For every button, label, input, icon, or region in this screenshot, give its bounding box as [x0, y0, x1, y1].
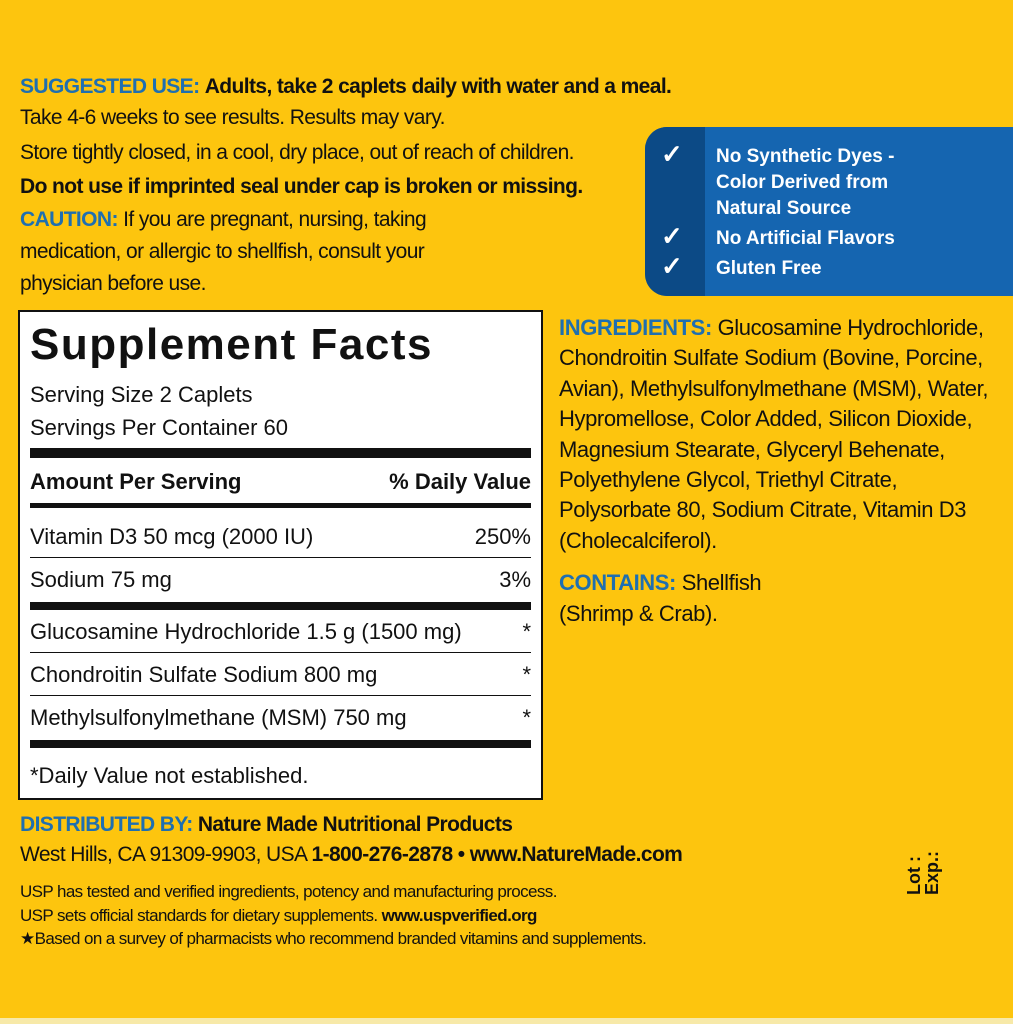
seal-warning: Do not use if imprinted seal under cap i…	[20, 175, 583, 198]
badge-check-column	[645, 127, 705, 296]
nutrient-name: Chondroitin Sulfate Sodium 800 mg	[30, 662, 378, 687]
lot-label: Lot :	[904, 856, 924, 895]
facts-footnote: *Daily Value not established.	[30, 763, 309, 788]
suggested-use-label: SUGGESTED USE:	[20, 75, 200, 98]
thick-rule	[30, 740, 531, 748]
nutrient-name: Sodium 75 mg	[30, 567, 172, 592]
exp-label: Exp.:	[922, 850, 942, 895]
nutrient-dv: *	[522, 662, 531, 687]
facts-header: Amount Per Serving % Daily Value	[30, 469, 531, 495]
distributor-phone-web: 1-800-276-2878 • www.NatureMade.com	[311, 843, 683, 866]
claim-no-artificial-flavors: No Artificial Flavors	[716, 228, 895, 249]
usp-line-1: USP has tested and verified ingredients,…	[20, 882, 557, 901]
contains-block: CONTAINS: Shellfish (Shrimp & Crab).	[559, 568, 839, 629]
thick-rule	[30, 448, 531, 458]
nutrient-dv: 3%	[499, 567, 531, 592]
facts-title: Supplement Facts	[30, 320, 433, 369]
servings-per-container: Servings Per Container 60	[30, 415, 289, 440]
caution-text: If you are pregnant, nursing, taking	[123, 208, 427, 231]
medium-rule	[30, 503, 531, 508]
claim-line: Color Derived from	[716, 172, 889, 193]
ingredients-block: INGREDIENTS: Glucosamine Hydrochloride, …	[559, 313, 999, 556]
ingredients-label: INGREDIENTS:	[559, 315, 712, 340]
caution-label: CAUTION:	[20, 208, 118, 231]
thin-rule	[30, 695, 531, 696]
serving-size: Serving Size 2 Caplets	[30, 382, 253, 407]
nutrient-dv: *	[522, 619, 531, 644]
distributor-address: West Hills, CA 91309-9903, USA	[20, 843, 312, 866]
claim-no-synthetic-dyes: No Synthetic Dyes - Color Derived from N…	[716, 144, 894, 222]
usp-line-2: USP sets official standards for dietary …	[20, 906, 537, 926]
suggested-use: SUGGESTED USE: Adults, take 2 caplets da…	[20, 75, 672, 99]
caution-text-2: medication, or allergic to shellfish, co…	[20, 240, 425, 263]
usp-url[interactable]: www.uspverified.org	[381, 906, 538, 925]
suggested-use-text: Adults, take 2 caplets daily with water …	[204, 75, 672, 98]
distributed-label: DISTRIBUTED BY:	[20, 813, 193, 836]
check-icon: ✓	[661, 251, 683, 281]
check-icon: ✓	[661, 139, 683, 169]
lot-exp: Lot : Exp.:	[904, 850, 942, 895]
caution: CAUTION: If you are pregnant, nursing, t…	[20, 208, 427, 232]
facts-row: Vitamin D3 50 mcg (2000 IU) 250%	[30, 524, 531, 550]
facts-row: Chondroitin Sulfate Sodium 800 mg *	[30, 662, 531, 688]
claims-badge: ✓ No Synthetic Dyes - Color Derived from…	[645, 127, 1013, 296]
thin-rule	[30, 557, 531, 558]
storage-text: Store tightly closed, in a cool, dry pla…	[20, 141, 575, 164]
nutrient-dv: *	[522, 705, 531, 730]
nutrient-name: Glucosamine Hydrochloride 1.5 g (1500 mg…	[30, 619, 462, 644]
usp-text: USP sets official standards for dietary …	[20, 906, 382, 925]
nutrient-name: Methylsulfonylmethane (MSM) 750 mg	[30, 705, 407, 730]
check-icon: ✓	[661, 221, 683, 251]
claim-line: No Synthetic Dyes -	[716, 146, 895, 167]
facts-row: Methylsulfonylmethane (MSM) 750 mg *	[30, 705, 531, 731]
caution-text-3: physician before use.	[20, 272, 206, 295]
usp-line-3: ★Based on a survey of pharmacists who re…	[20, 929, 647, 948]
header-amount: Amount Per Serving	[30, 469, 242, 494]
ingredients: INGREDIENTS: Glucosamine Hydrochloride, …	[559, 313, 999, 629]
contains-text: Shellfish (Shrimp & Crab).	[559, 570, 762, 626]
distributed-by: DISTRIBUTED BY: Nature Made Nutritional …	[20, 813, 513, 837]
supplement-facts-panel: Supplement Facts Serving Size 2 Caplets …	[18, 310, 543, 800]
contains-label: CONTAINS:	[559, 570, 676, 596]
header-daily-value: % Daily Value	[389, 469, 531, 494]
distributor-name: Nature Made Nutritional Products	[197, 813, 513, 836]
results-text: Take 4-6 weeks to see results. Results m…	[20, 106, 445, 129]
claim-gluten-free: Gluten Free	[716, 258, 822, 279]
nutrient-dv: 250%	[474, 524, 531, 549]
facts-row: Glucosamine Hydrochloride 1.5 g (1500 mg…	[30, 619, 531, 645]
facts-row: Sodium 75 mg 3%	[30, 567, 531, 593]
nutrient-name: Vitamin D3 50 mcg (2000 IU)	[30, 524, 314, 549]
thick-rule	[30, 602, 531, 610]
bottom-edge	[0, 1018, 1013, 1024]
thin-rule	[30, 652, 531, 653]
distributor-contact: West Hills, CA 91309-9903, USA 1-800-276…	[20, 843, 683, 867]
claim-line: Natural Source	[716, 198, 852, 219]
ingredients-text: Glucosamine Hydrochloride, Chondroitin S…	[559, 315, 989, 553]
